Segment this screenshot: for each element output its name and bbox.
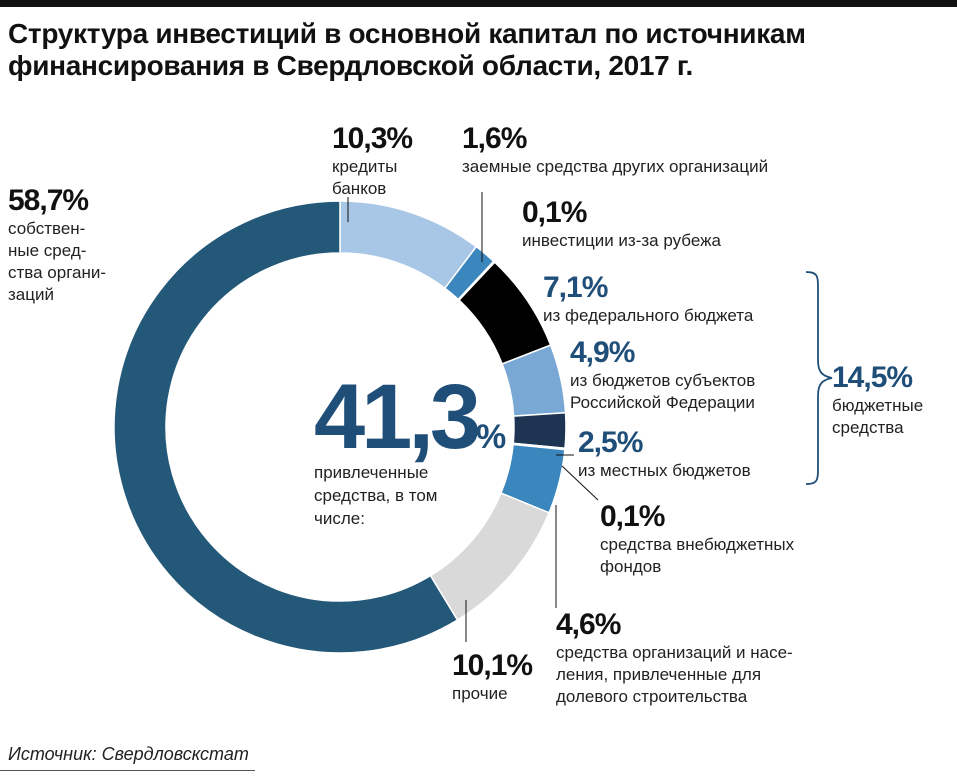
- center-label: числе:: [314, 509, 365, 528]
- category-label-own_funds: собствен-: [8, 219, 85, 238]
- segment-labels: 10,3% кредиты банков 1,6% заемные средства д…: [8, 122, 795, 706]
- category-label-bank_credit: кредиты: [332, 157, 397, 176]
- segment-other: [429, 492, 551, 622]
- leader-lines: [347, 192, 599, 642]
- bracket-value: 14,5%: [832, 361, 912, 394]
- category-label-extrabudget: фондов: [600, 557, 661, 576]
- value-label-other_org_loans: 1,6%: [462, 122, 527, 155]
- category-label-foreign: инвестиции из-за рубежа: [522, 231, 721, 250]
- center-block: 41,3% привлеченные средства, в том числе:: [314, 366, 506, 528]
- value-label-other: 10,1%: [452, 649, 532, 682]
- category-label-extrabudget: средства внебюджетных: [600, 535, 795, 554]
- category-label-local: из местных бюджетов: [578, 461, 751, 480]
- center-value: 41,3: [314, 366, 478, 468]
- leader-line-extrabudget: [561, 465, 599, 501]
- segment-own_funds: [113, 200, 459, 654]
- center-label: привлеченные: [314, 463, 428, 482]
- category-label-federal: из федерального бюджета: [543, 306, 754, 325]
- value-label-regional: 4,9%: [570, 336, 635, 369]
- bracket-line: [805, 271, 833, 485]
- category-label-other: прочие: [452, 684, 508, 703]
- category-label-shared_construction: долевого строительства: [556, 687, 748, 706]
- value-label-shared_construction: 4,6%: [556, 608, 621, 641]
- value-label-extrabudget: 0,1%: [600, 500, 665, 533]
- center-value-sign: %: [476, 418, 506, 456]
- category-label-regional: Российской Федерации: [570, 393, 755, 412]
- category-label-regional: из бюджетов субъектов: [570, 371, 755, 390]
- value-label-federal: 7,1%: [543, 271, 608, 304]
- value-label-foreign: 0,1%: [522, 196, 587, 229]
- category-label-other_org_loans: заемные средства других организаций: [462, 157, 768, 176]
- bracket-label: средства: [832, 418, 904, 437]
- budget-bracket: 14,5% бюджетные средства: [805, 271, 923, 485]
- category-label-shared_construction: ления, привлеченные для: [556, 665, 761, 684]
- category-label-own_funds: ства органи-: [8, 263, 106, 282]
- category-label-own_funds: ные сред-: [8, 241, 86, 260]
- segment-local: [512, 412, 567, 450]
- value-label-local: 2,5%: [578, 426, 643, 459]
- value-label-bank_credit: 10,3%: [332, 122, 412, 155]
- value-label-own_funds: 58,7%: [8, 184, 88, 217]
- category-label-own_funds: заций: [8, 285, 54, 304]
- category-label-shared_construction: средства организаций и насе-: [556, 643, 793, 662]
- category-label-bank_credit: банков: [332, 179, 386, 198]
- top-rule: [0, 0, 957, 7]
- chart-title: Структура инвестиций в основной капитал …: [8, 18, 806, 81]
- donut-segments: [113, 200, 567, 654]
- source-note: Источник: Свердловскстат: [8, 744, 249, 764]
- source-rule: [0, 770, 255, 771]
- bracket-label: бюджетные: [832, 396, 923, 415]
- center-label: средства, в том: [314, 486, 437, 505]
